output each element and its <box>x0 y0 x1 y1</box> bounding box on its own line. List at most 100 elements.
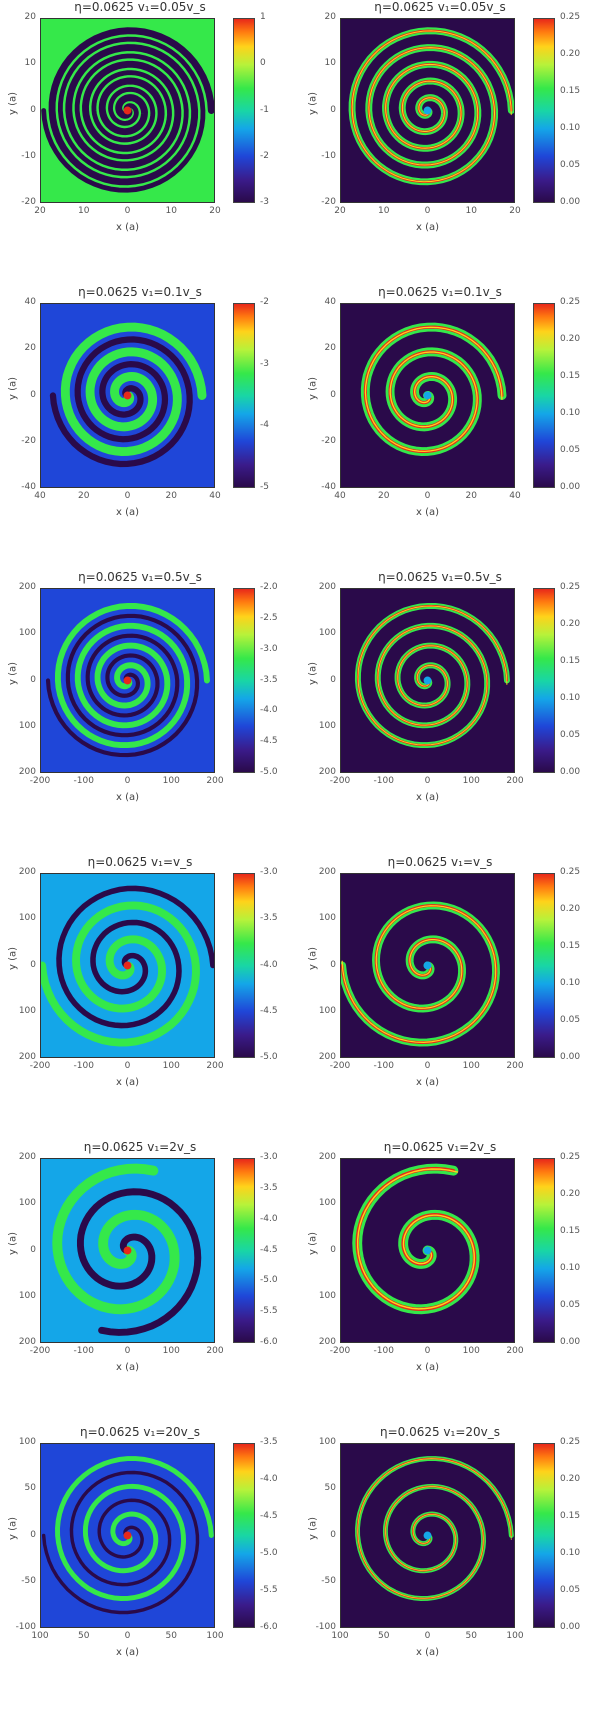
colorbar-tick-label: 0.20 <box>560 1189 581 1199</box>
panel-title: η=0.0625 v₁=2v_s <box>383 1140 497 1154</box>
y-tick-label: -50 <box>21 1575 36 1586</box>
panel-row6-left: η=0.0625 v₁=20v_s y (a) x (a) 100 50 0 -50 -100… <box>0 1425 296 1695</box>
spiral-arm <box>52 1163 180 1315</box>
colorbar-tick-label: 0.10 <box>560 408 581 418</box>
y-tick-label: 200 <box>318 1152 336 1162</box>
x-tick-label: 200 <box>206 776 224 786</box>
y-tick-label: 200 <box>18 867 36 877</box>
panel-row1-left: η=0.0625 v₁=0.05v_s y (a) x (a) 20 10 0 -10 -20… <box>0 0 296 270</box>
colorbar-tick-label: -3.5 <box>260 674 278 685</box>
panel-row3-right: η=0.0625 v₁=0.5v_s y (a) x (a) 200 100 0 100 20… <box>300 570 596 840</box>
colorbar-tick-label: -4.0 <box>260 705 278 716</box>
y-tick-label: 100 <box>318 1198 336 1209</box>
x-tick-label: 0 <box>424 1061 431 1071</box>
colorbar-tick-label: 0.25 <box>560 1437 581 1447</box>
colorbar-tick-label: 0.05 <box>560 730 581 740</box>
colorbar <box>233 588 255 773</box>
y-tick-label: -10 <box>21 150 36 161</box>
panel-title: η=0.0625 v₁=0.05v_s <box>74 0 206 14</box>
x-tick-label: -100 <box>373 1061 394 1071</box>
x-tick-label: 200 <box>506 1061 524 1071</box>
spiral-core <box>123 106 132 115</box>
x-tick-label: 100 <box>206 1631 224 1641</box>
colorbar <box>233 18 255 203</box>
spiral-core <box>423 676 432 685</box>
plot-area <box>340 873 515 1058</box>
x-axis-label: x (a) <box>415 1077 440 1088</box>
x-tick-label: 20 <box>465 491 477 501</box>
x-tick-label: 200 <box>506 1346 524 1356</box>
x-tick-label: 100 <box>162 776 180 786</box>
x-tick-label: 20 <box>334 206 346 216</box>
y-tick-label: 200 <box>18 1152 36 1162</box>
spiral-arm <box>357 1458 512 1599</box>
colorbar-tick-label: 0.15 <box>560 86 581 96</box>
colorbar <box>533 18 555 203</box>
colorbar-tick-label: 0 <box>260 58 266 69</box>
x-tick-label: 100 <box>506 1631 524 1641</box>
x-tick-label: 50 <box>165 1631 177 1641</box>
y-tick-label: -20 <box>21 197 36 207</box>
spiral-arm <box>45 613 200 758</box>
x-tick-label: 10 <box>465 206 477 216</box>
spiral-arm <box>356 1168 476 1310</box>
spiral-core <box>423 1531 432 1540</box>
y-tick-label: -50 <box>321 1575 336 1586</box>
colorbar-tick-label: -6.0 <box>260 1622 278 1632</box>
y-tick-label: 0 <box>30 1244 36 1255</box>
panel-row3-left: η=0.0625 v₁=0.5v_s y (a) x (a) 200 100 0 100 20… <box>0 570 296 840</box>
x-tick-label: -100 <box>373 776 394 786</box>
x-tick-label: 0 <box>424 1346 431 1356</box>
y-tick-label: 200 <box>318 767 336 777</box>
y-tick-label: -20 <box>21 435 36 446</box>
panel-row2-left: η=0.0625 v₁=0.1v_s y (a) x (a) 40 20 0 -20 -40 4… <box>0 285 296 555</box>
x-axis-label: x (a) <box>415 1647 440 1658</box>
x-tick-label: 50 <box>378 1631 390 1641</box>
plot-area <box>40 1158 215 1343</box>
panel-row6-right: η=0.0625 v₁=20v_s y (a) x (a) 100 50 0 -50 -100… <box>300 1425 596 1695</box>
colorbar-tick-label: -4.5 <box>260 1511 278 1521</box>
colorbar-tick-label: 0.25 <box>560 297 581 307</box>
x-axis-label: x (a) <box>115 792 140 803</box>
x-tick-label: 0 <box>124 1631 131 1641</box>
colorbar-tick-label: 0.20 <box>560 904 581 914</box>
colorbar-tick-label: 0.00 <box>560 767 581 777</box>
y-tick-label: 100 <box>318 1290 336 1301</box>
y-tick-label: 100 <box>318 1005 336 1016</box>
spiral-core <box>123 1246 132 1255</box>
x-tick-label: 100 <box>331 1631 349 1641</box>
colorbar-tick-label: 1 <box>260 12 266 22</box>
y-tick-label: 10 <box>24 58 36 69</box>
x-tick-label: 10 <box>378 206 390 216</box>
y-tick-label: 200 <box>18 1052 36 1062</box>
colorbar-tick-label: 0.15 <box>560 1511 581 1521</box>
y-tick-label: 0 <box>30 104 36 115</box>
colorbar-tick-label: 0.00 <box>560 1337 581 1347</box>
colorbar-tick-label: 0.10 <box>560 1548 581 1558</box>
x-tick-label: -200 <box>329 1346 351 1356</box>
y-tick-label: 20 <box>24 12 36 22</box>
field-image <box>341 874 514 1057</box>
panel-title: η=0.0625 v₁=v_s <box>387 855 493 869</box>
y-tick-label: 100 <box>318 628 336 639</box>
panel-title: η=0.0625 v₁=0.5v_s <box>378 570 502 584</box>
colorbar-tick-label: 0.15 <box>560 371 581 381</box>
spiral-core <box>423 391 432 400</box>
y-tick-label: 100 <box>18 1198 36 1209</box>
panel-row2-right: η=0.0625 v₁=0.1v_s y (a) x (a) 40 20 0 -20 -40 4… <box>300 285 596 555</box>
x-tick-label: 100 <box>462 1061 480 1071</box>
y-tick-label: -20 <box>321 435 336 446</box>
colorbar-tick-label: -4 <box>260 420 269 431</box>
colorbar-tick-label: -3.5 <box>260 1182 278 1193</box>
panel-row5-right: η=0.0625 v₁=2v_s y (a) x (a) 200 100 0 100 200-… <box>300 1140 596 1410</box>
field-image <box>341 19 514 202</box>
y-tick-label: 0 <box>330 959 336 970</box>
x-tick-label: 20 <box>78 491 90 501</box>
y-tick-label: 10 <box>324 58 336 69</box>
x-tick-label: 40 <box>34 491 46 501</box>
x-tick-label: -100 <box>73 1346 94 1356</box>
colorbar-tick-label: -5 <box>260 482 269 492</box>
plot-area <box>40 588 215 773</box>
colorbar-tick-label: -3 <box>260 197 269 207</box>
